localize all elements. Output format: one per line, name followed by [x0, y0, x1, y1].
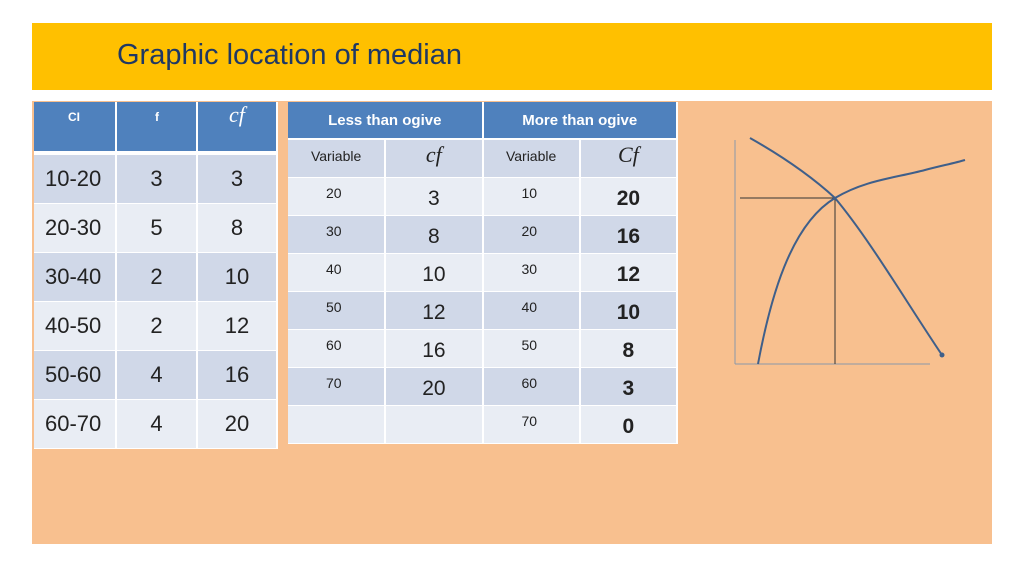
subheader-variable: Variable: [288, 139, 387, 178]
cell-f: 4: [116, 350, 198, 400]
subheader-row: Variable cf Variable Cf: [288, 139, 679, 178]
page-title: Graphic location of median: [117, 39, 462, 71]
cell-less-cf: 20: [385, 367, 484, 406]
cell-cf: 3: [197, 154, 278, 204]
subheader-cf: Cf: [579, 139, 679, 178]
cell-less-variable: 30: [288, 215, 387, 254]
cell-more-cf: 0: [579, 405, 679, 444]
cell-ci: 20-30: [34, 203, 117, 253]
cell-cf: 12: [197, 301, 278, 351]
table-row: 20-30 5 8: [34, 203, 278, 253]
cell-more-cf: 16: [579, 215, 679, 254]
more-than-ogive-curve: [749, 137, 943, 356]
cell-ci: 10-20: [34, 154, 117, 204]
cell-more-variable: 70: [482, 405, 581, 444]
cell-ci: 30-40: [34, 252, 117, 302]
cell-less-variable: 60: [288, 329, 387, 368]
cell-less-variable: 40: [288, 253, 387, 292]
table-row: 40-50 2 12: [34, 301, 278, 351]
table-row: 40 10 30 12: [288, 253, 679, 292]
cell-more-variable: 20: [482, 215, 581, 254]
cell-f: 2: [116, 252, 198, 302]
header-f: f: [116, 102, 198, 151]
table-row: 50-60 4 16: [34, 350, 278, 400]
header-cf: cf: [197, 102, 278, 151]
cell-ci: 40-50: [34, 301, 117, 351]
cell-ci: 50-60: [34, 350, 117, 400]
cell-more-cf: 8: [579, 329, 679, 368]
cell-cf: 16: [197, 350, 278, 400]
cell-f: 4: [116, 399, 198, 449]
cell-more-cf: 12: [579, 253, 679, 292]
cell-more-variable: 60: [482, 367, 581, 406]
cell-f: 5: [116, 203, 198, 253]
title-bar: Graphic location of median: [32, 23, 992, 90]
table-row: 30 8 20 16: [288, 215, 679, 254]
cell-less-cf: 3: [385, 177, 484, 216]
table-row: 70 0: [288, 405, 679, 444]
cell-more-variable: 30: [482, 253, 581, 292]
ogive-diagram: [734, 137, 966, 365]
cell-more-variable: 10: [482, 177, 581, 216]
table-row: 30-40 2 10: [34, 252, 278, 302]
cell-cf: 8: [197, 203, 278, 253]
table-row: 60 16 50 8: [288, 329, 679, 368]
header-ci: CI: [34, 102, 117, 151]
header-more-than-ogive: More than ogive: [482, 102, 678, 140]
cell-less-variable: 50: [288, 291, 387, 330]
cell-f: 3: [116, 154, 198, 204]
less-than-ogive-curve: [757, 159, 966, 365]
ogive-table: Less than ogive More than ogive Variable…: [288, 102, 679, 444]
table-row: 20 3 10 20: [288, 177, 679, 216]
table-row: 10-20 3 3: [34, 154, 278, 204]
subheader-cf: cf: [385, 139, 484, 178]
cell-more-cf: 20: [579, 177, 679, 216]
table-row: 60-70 4 20: [34, 399, 278, 449]
cell-less-cf: 12: [385, 291, 484, 330]
cell-ci: 60-70: [34, 399, 117, 449]
curve-endpoint: [939, 352, 945, 358]
table-row: 50 12 40 10: [288, 291, 679, 330]
cell-less-cf: [385, 405, 484, 444]
cell-more-cf: 10: [579, 291, 679, 330]
cell-cf: 20: [197, 399, 278, 449]
cell-less-cf: 8: [385, 215, 484, 254]
table-row: 70 20 60 3: [288, 367, 679, 406]
cell-less-variable: [288, 405, 387, 444]
cell-more-variable: 40: [482, 291, 581, 330]
cell-less-variable: 70: [288, 367, 387, 406]
cell-less-cf: 16: [385, 329, 484, 368]
cell-less-cf: 10: [385, 253, 484, 292]
cell-f: 2: [116, 301, 198, 351]
subheader-variable: Variable: [482, 139, 581, 178]
cell-cf: 10: [197, 252, 278, 302]
frequency-table: CI f cf 10-20 3 3 20-30 5 8 30-40 2 10 4…: [34, 102, 278, 449]
header-less-than-ogive: Less than ogive: [288, 102, 484, 140]
cell-less-variable: 20: [288, 177, 387, 216]
cell-more-cf: 3: [579, 367, 679, 406]
cell-more-variable: 50: [482, 329, 581, 368]
